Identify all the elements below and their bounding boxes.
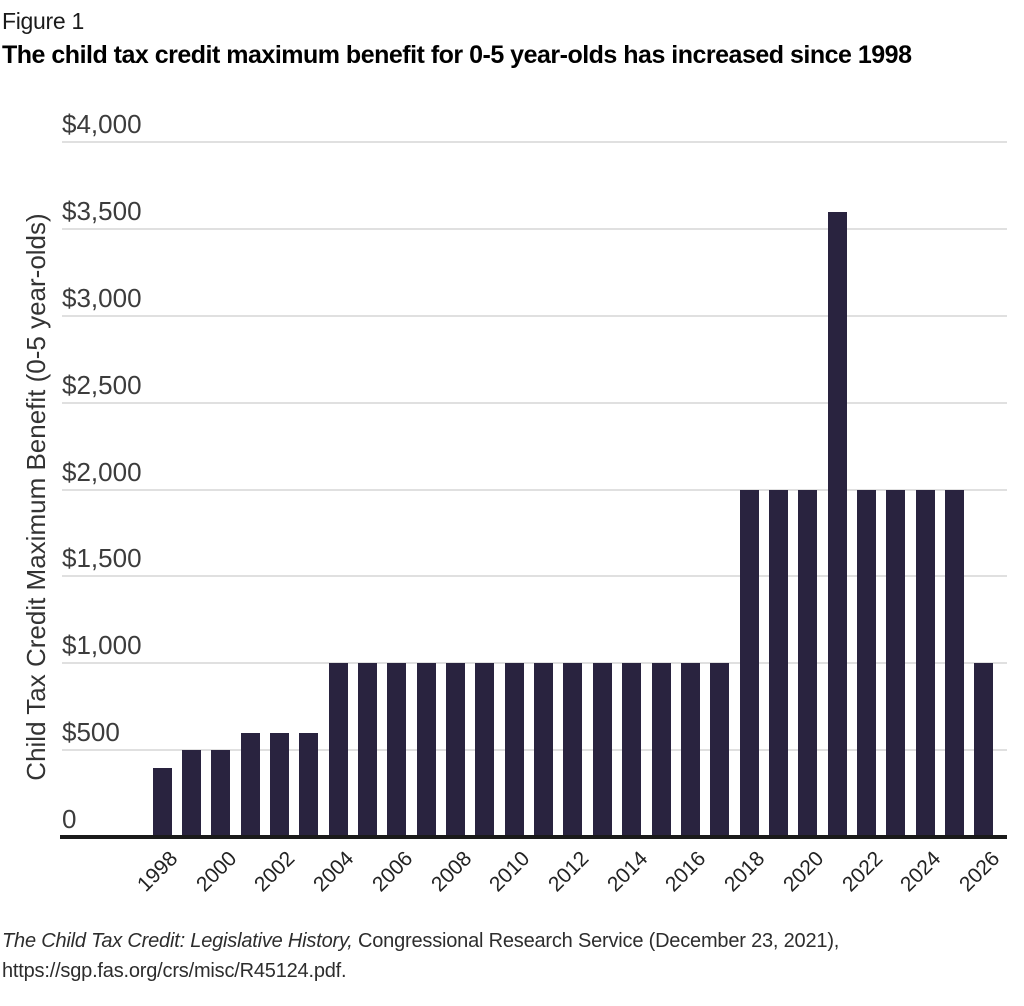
bar-2018: [739, 489, 759, 837]
gridline-1500: [62, 575, 1007, 578]
bar-2023: [886, 489, 906, 837]
bar-2011: [534, 663, 554, 837]
gridline-4000: [62, 141, 1007, 143]
bar-2013: [592, 663, 612, 837]
bar-2008: [446, 663, 466, 837]
gridline-3000: [62, 314, 1007, 317]
bar-1999: [181, 750, 201, 837]
y-tick-label-1500: $1,500: [62, 543, 142, 574]
bar-2015: [651, 663, 671, 837]
bar-2006: [387, 663, 407, 837]
figure-label: Figure 1: [2, 8, 84, 34]
bar-2002: [269, 732, 289, 837]
y-axis-title: Child Tax Credit Maximum Benefit (0-5 ye…: [21, 213, 51, 781]
bar-2025: [945, 489, 965, 837]
bar-1998: [152, 767, 172, 837]
y-tick-label-2500: $2,500: [62, 369, 142, 400]
y-tick-label-3500: $3,500: [62, 195, 142, 226]
y-tick-label-1000: $1,000: [62, 630, 142, 661]
y-tick-label-4000: $4,000: [62, 109, 142, 139]
bar-2001: [240, 732, 260, 837]
y-tick-label-500: $500: [62, 717, 120, 748]
x-axis-line: [60, 835, 1007, 839]
bar-2003: [299, 732, 319, 837]
y-tick-label-3000: $3,000: [62, 282, 142, 313]
y-tick-label-0: 0: [62, 804, 77, 834]
source-url: https://sgp.fas.org/crs/misc/R45124.pdf.: [2, 960, 347, 982]
bar-2005: [357, 663, 377, 837]
gridline-2000: [62, 488, 1007, 491]
bar-2019: [768, 489, 788, 837]
y-tick-label-2000: $2,000: [62, 456, 142, 487]
bar-2016: [680, 663, 700, 837]
bar-2024: [915, 489, 935, 837]
bar-2012: [563, 663, 583, 837]
gridline-2500: [62, 401, 1007, 404]
bar-2021: [827, 211, 847, 837]
source-publisher: Congressional Research Service (December…: [352, 930, 840, 952]
bar-2010: [504, 663, 524, 837]
bar-2020: [798, 489, 818, 837]
bar-2007: [416, 663, 436, 837]
bar-2000: [211, 750, 231, 837]
source-work-title: The Child Tax Credit: Legislative Histor…: [2, 930, 353, 952]
bar-2017: [710, 663, 730, 837]
bar-2009: [475, 663, 495, 837]
source-citation: The Child Tax Credit: Legislative Histor…: [2, 926, 942, 986]
bar-2004: [328, 663, 348, 837]
chart-title: The child tax credit maximum benefit for…: [2, 41, 912, 69]
source-line-1: The Child Tax Credit: Legislative Histor…: [2, 926, 942, 956]
bar-2022: [857, 489, 877, 837]
gridline-3500: [62, 227, 1007, 230]
bar-2014: [622, 663, 642, 837]
bar-2026: [974, 663, 994, 837]
